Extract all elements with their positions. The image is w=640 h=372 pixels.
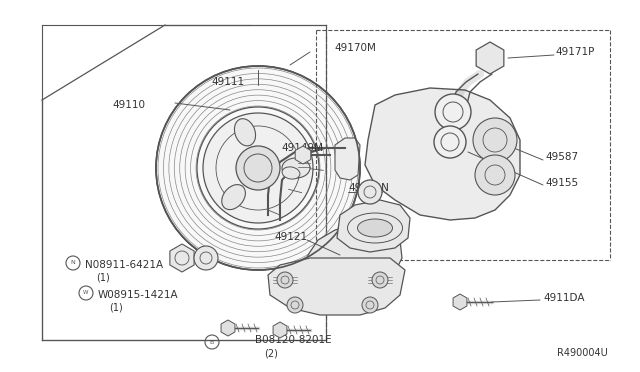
Circle shape bbox=[156, 66, 360, 270]
Circle shape bbox=[434, 126, 466, 158]
Text: 49170M: 49170M bbox=[334, 43, 376, 53]
Ellipse shape bbox=[221, 185, 245, 209]
Circle shape bbox=[358, 180, 382, 204]
Polygon shape bbox=[305, 225, 402, 285]
Text: N: N bbox=[70, 260, 76, 266]
Text: 49110: 49110 bbox=[112, 100, 145, 110]
Circle shape bbox=[194, 246, 218, 270]
Text: (1): (1) bbox=[96, 273, 109, 283]
Circle shape bbox=[203, 113, 313, 223]
Text: 4911DA: 4911DA bbox=[543, 293, 584, 303]
Text: W: W bbox=[83, 291, 89, 295]
Text: R490004U: R490004U bbox=[557, 348, 608, 358]
Circle shape bbox=[435, 94, 471, 130]
Ellipse shape bbox=[282, 158, 310, 178]
Text: W08915-1421A: W08915-1421A bbox=[98, 290, 179, 300]
Text: 49162N: 49162N bbox=[348, 183, 389, 193]
Polygon shape bbox=[337, 200, 410, 252]
Circle shape bbox=[475, 155, 515, 195]
Ellipse shape bbox=[282, 167, 300, 179]
Text: 49171P: 49171P bbox=[555, 47, 595, 57]
Circle shape bbox=[236, 146, 280, 190]
Text: B08120-8201E: B08120-8201E bbox=[255, 335, 332, 345]
Text: 49587: 49587 bbox=[545, 152, 578, 162]
Circle shape bbox=[277, 272, 293, 288]
Ellipse shape bbox=[358, 219, 392, 237]
Polygon shape bbox=[365, 88, 520, 220]
Circle shape bbox=[372, 272, 388, 288]
Text: 49121: 49121 bbox=[275, 232, 308, 242]
Circle shape bbox=[287, 297, 303, 313]
Ellipse shape bbox=[234, 119, 255, 146]
Text: (1): (1) bbox=[109, 303, 123, 313]
Text: 49149M: 49149M bbox=[281, 143, 323, 153]
Text: B: B bbox=[210, 340, 214, 344]
Text: 49111: 49111 bbox=[211, 77, 244, 87]
Text: N08911-6421A: N08911-6421A bbox=[85, 260, 163, 270]
Text: 49155: 49155 bbox=[545, 178, 578, 188]
Circle shape bbox=[473, 118, 517, 162]
Polygon shape bbox=[335, 138, 360, 180]
Text: (2): (2) bbox=[264, 348, 278, 358]
Circle shape bbox=[362, 297, 378, 313]
Polygon shape bbox=[268, 258, 405, 315]
